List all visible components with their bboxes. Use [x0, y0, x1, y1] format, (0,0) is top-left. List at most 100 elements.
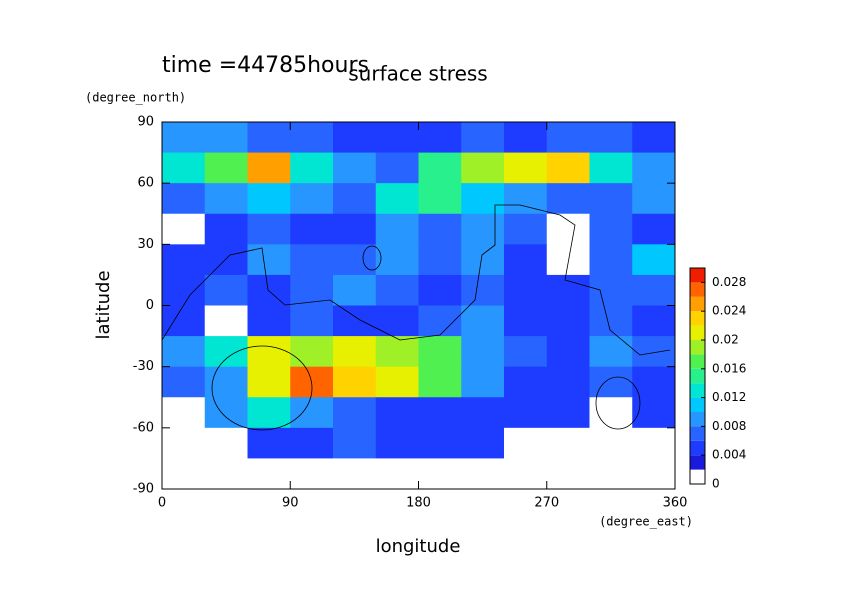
- field-cell: [333, 274, 377, 306]
- field-cell: [632, 152, 676, 184]
- colorbar-band: [690, 440, 705, 456]
- colorbar-tick-label: 0.004: [712, 448, 746, 462]
- field: [162, 122, 676, 490]
- x-tick-label: 180: [406, 496, 431, 511]
- field-cell: [632, 336, 676, 368]
- field-cell: [333, 427, 377, 459]
- x-tick-label: 90: [282, 496, 299, 511]
- field-cell: [504, 213, 548, 245]
- coastline: [211, 345, 313, 431]
- field-cell: [162, 152, 206, 184]
- y-tick-label: 90: [137, 115, 154, 130]
- field-cell: [162, 458, 206, 490]
- field-cell: [589, 122, 633, 154]
- field-cell: [632, 213, 676, 245]
- field-cell: [162, 183, 206, 215]
- field-cell: [204, 336, 248, 368]
- field-cell: [461, 183, 505, 215]
- field-cell: [375, 244, 419, 276]
- field-cell: [162, 122, 206, 154]
- field-cell: [162, 305, 206, 337]
- colorbar-band: [690, 354, 705, 369]
- field-cell: [461, 458, 505, 490]
- field-cell: [504, 397, 548, 429]
- field-cell: [589, 427, 633, 459]
- colorbar-tick-label: 0.028: [712, 275, 746, 289]
- field-cell: [504, 427, 548, 459]
- annotation: time =44785hours: [162, 53, 369, 78]
- field-cell: [418, 274, 462, 306]
- field-cell: [546, 366, 590, 398]
- x-tick-label: 0: [158, 496, 166, 511]
- field-cell: [375, 397, 419, 429]
- field-cell: [418, 427, 462, 459]
- colorbar-band: [690, 383, 705, 398]
- field-cell: [632, 274, 676, 306]
- coastline: [595, 376, 641, 430]
- field-cell: [418, 397, 462, 429]
- field-cell: [204, 244, 248, 276]
- field-cell: [461, 366, 505, 398]
- field-cell: [461, 152, 505, 184]
- field-cell: [333, 183, 377, 215]
- field-cell: [333, 397, 377, 429]
- field-cell: [632, 183, 676, 215]
- field-cell: [333, 152, 377, 184]
- field-cell: [418, 122, 462, 154]
- field-cell: [247, 244, 291, 276]
- x-axis-label: longitude: [376, 536, 461, 557]
- field-cell: [162, 213, 206, 245]
- field-cell: [589, 152, 633, 184]
- field-cell: [546, 213, 590, 245]
- colorbar-tick-label: 0.02: [712, 333, 739, 347]
- field-cell: [247, 183, 291, 215]
- field-cell: [247, 397, 291, 429]
- field-cell: [461, 213, 505, 245]
- field-cell: [290, 152, 334, 184]
- field-cell: [204, 427, 248, 459]
- y-tick-label: -30: [133, 359, 154, 374]
- field-cell: [589, 366, 633, 398]
- field-cell: [247, 122, 291, 154]
- field-cell: [504, 336, 548, 368]
- field-cell: [461, 305, 505, 337]
- field-cell: [290, 336, 334, 368]
- colorbar-band: [690, 296, 705, 312]
- field-cell: [461, 122, 505, 154]
- field-cell: [418, 336, 462, 368]
- field-cell: [589, 213, 633, 245]
- colorbar-band: [690, 397, 705, 412]
- field-cell: [247, 213, 291, 245]
- field-cell: [375, 122, 419, 154]
- colorbar-tick-label: 0.008: [712, 419, 746, 433]
- field-cell: [204, 213, 248, 245]
- field-cell: [375, 427, 419, 459]
- field-cell: [333, 122, 377, 154]
- colorbar-band: [690, 368, 705, 384]
- y-axis-label: latitude: [93, 270, 114, 339]
- field-cell: [632, 397, 676, 429]
- field-cell: [546, 122, 590, 154]
- field-cell: [632, 427, 676, 459]
- field-cell: [290, 122, 334, 154]
- field-cell: [162, 244, 206, 276]
- y-tick-label: 0: [146, 298, 154, 313]
- field-cell: [290, 274, 334, 306]
- field-cell: [589, 458, 633, 490]
- field-cell: [504, 183, 548, 215]
- field-cell: [375, 366, 419, 398]
- field-cell: [290, 213, 334, 245]
- field-cell: [333, 336, 377, 368]
- field-cell: [504, 244, 548, 276]
- y-tick-label: -60: [133, 420, 154, 435]
- field-cell: [504, 122, 548, 154]
- field-cell: [375, 183, 419, 215]
- colorbar-tick-label: 0.012: [712, 390, 746, 404]
- field-cell: [418, 183, 462, 215]
- colorbar-frame: [689, 267, 706, 485]
- field-cell: [247, 305, 291, 337]
- field-cell: [247, 336, 291, 368]
- colorbar-tick-label: 0: [712, 477, 720, 491]
- coastlines: [161, 204, 671, 431]
- field-cell: [504, 152, 548, 184]
